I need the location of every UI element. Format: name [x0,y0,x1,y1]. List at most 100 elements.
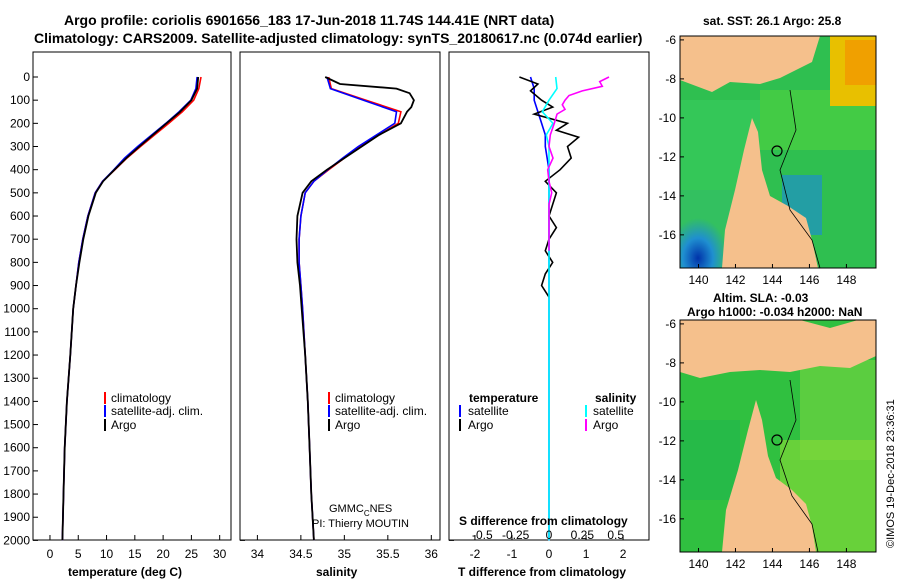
series-line-argo [61,76,200,541]
sla-map-axes: 140 142 144 146 148 -6 -8 -10 -12 -14 -16 [659,317,857,571]
s-difference-tick-label: 0.25 [571,528,595,542]
map-lat-tick-label: -8 [665,356,676,370]
depth-tick-label: 100 [10,93,30,107]
s-difference-tick-label: 0.5 [607,528,624,542]
map-lon-tick-label: 144 [762,557,782,571]
legend-label-argo: Argo [111,418,137,432]
legend-label-argo: Argo [335,418,361,432]
temperature-x-axis: 0 5 10 15 20 25 30 [47,535,227,561]
sst-land-new-guinea [680,36,820,92]
depth-tick-label: 700 [10,232,30,246]
depth-tick-label: 400 [10,163,30,177]
sla-map-title-line2: Argo h1000: -0.034 h2000: NaN [687,305,862,319]
depth-tick-label: 1500 [3,418,30,432]
legend-label-satellite: satellite-adj. clim. [111,404,203,418]
depth-tick-label: 500 [10,186,30,200]
legend-title-temperature: temperature [469,391,539,405]
sst-argo-position [771,145,783,157]
temperature-tick-label: 10 [100,547,114,561]
temperature-panel: 0100200300400500600700800900100011001200… [3,51,454,579]
difference-legend: temperature salinity satellite Argo sate… [459,391,637,432]
temperature-tick-label: 0 [47,547,54,561]
temperature-xlabel: temperature (deg C) [68,565,182,579]
legend-label-sal-argo: Argo [593,418,619,432]
s-difference-title: S difference from climatology [459,514,628,528]
figure-title-line2: Climatology: CARS2009. Satellite-adjuste… [34,30,642,46]
sla-land-cape-york [722,400,816,552]
depth-tick-label: 1900 [3,510,30,524]
s-difference-tick-label: -0.25 [502,528,530,542]
depth-tick-label: 300 [10,140,30,154]
temperature-tick-label: 15 [128,547,142,561]
temperature-axes [32,51,232,541]
map-lat-tick-label: -12 [659,434,677,448]
series-line-salinity-satellite [541,76,558,541]
series-line-temperature-argo [519,76,581,298]
salinity-series [295,76,415,541]
temperature-tick-label: 20 [156,547,170,561]
map-lat-tick-label: -8 [665,72,676,86]
difference-series [519,76,610,541]
sla-map-title-line1: Altim. SLA: -0.03 [713,291,809,305]
map-lon-tick-label: 140 [688,273,708,287]
salinity-tick-label: 34.5 [289,547,313,561]
sst-map-title: sat. SST: 26.1 Argo: 25.8 [703,14,842,28]
map-lon-tick-label: 148 [836,557,856,571]
map-lon-tick-label: 140 [688,557,708,571]
temperature-series [61,76,202,541]
sst-land-cape-york [722,118,818,268]
map-lon-tick-label: 144 [762,273,782,287]
map-lat-tick-label: -12 [659,150,677,164]
legend-label-satellite: satellite-adj. clim. [335,404,427,418]
svg-text:GMMCCNES: GMMCCNES [329,503,392,518]
legend-label-sal-satellite: satellite [593,404,634,418]
temperature-tick-label: 25 [185,547,199,561]
depth-tick-label: 900 [10,279,30,293]
depth-tick-label: 1800 [3,487,30,501]
credit-text: GMMCCNES PI: Thierry MOUTIN [312,503,409,530]
sst-map: sat. SST: 26.1 Argo: 25.8 140 142 144 146 14… [659,14,877,287]
depth-tick-label: 1700 [3,464,30,478]
temperature-legend: climatology satellite-adj. clim. Argo [104,391,203,432]
salinity-axes [239,51,441,541]
sla-argo-position [771,434,783,446]
legend-label-temp-satellite: satellite [468,404,509,418]
legend-label-climatology: climatology [111,391,171,405]
t-difference-tick-label: -2 [470,547,481,561]
salinity-panel: 34 34.5 35 35.5 36 salinity climatology sate… [239,51,441,579]
map-lat-tick-label: -6 [665,33,676,47]
t-difference-tick-label: -1 [507,547,518,561]
depth-tick-label: 1600 [3,441,30,455]
difference-panel: -2 -1 0 1 2 T difference from climatology S … [448,51,650,579]
legend-title-salinity: salinity [595,391,637,405]
depth-axis: 0 100 200 300 400 500 600 700 800 900 1000 1100 1200… [3,70,454,547]
credit-line2: PI: Thierry MOUTIN [312,518,409,530]
t-difference-x-axis: -2 -1 0 1 2 [470,535,627,561]
series-line-salinity-argo [546,76,610,251]
sst-map-axes: 140 142 144 146 148 -6 -8 -10 -12 -14 -16 [659,33,857,287]
depth-tick-label: 800 [10,255,30,269]
salinity-legend: climatology satellite-adj. clim. Argo [328,391,427,432]
t-difference-tick-label: 0 [546,547,553,561]
depth-tick-label: 1100 [4,325,30,339]
map-lat-tick-label: -16 [659,512,677,526]
credit-line1: GMMC [329,503,364,515]
salinity-tick-label: 34 [251,547,265,561]
map-lon-tick-label: 146 [799,557,819,571]
map-lon-tick-label: 146 [799,273,819,287]
depth-tick-label: 600 [10,209,30,223]
depth-tick-label: 1300 [3,371,30,385]
t-difference-tick-label: 1 [583,547,590,561]
watermark: ©IMOS 19-Dec-2018 23:36:31 [885,399,897,548]
map-lat-tick-label: -10 [659,111,677,125]
s-difference-tick-label: 0 [546,528,553,542]
map-lat-tick-label: -14 [659,189,677,203]
depth-tick-label: 1400 [3,394,30,408]
figure-title-line1: Argo profile: coriolis 6901656_183 17-Ju… [64,12,554,28]
s-difference-ticks: -0.5 -0.25 0 0.25 0.5 [472,528,624,542]
salinity-tick-label: 35.5 [376,547,400,561]
sla-map: Altim. SLA: -0.03 Argo h1000: -0.034 h20… [659,291,877,571]
sla-land-new-guinea [680,320,876,378]
t-difference-xlabel: T difference from climatology [458,565,626,579]
